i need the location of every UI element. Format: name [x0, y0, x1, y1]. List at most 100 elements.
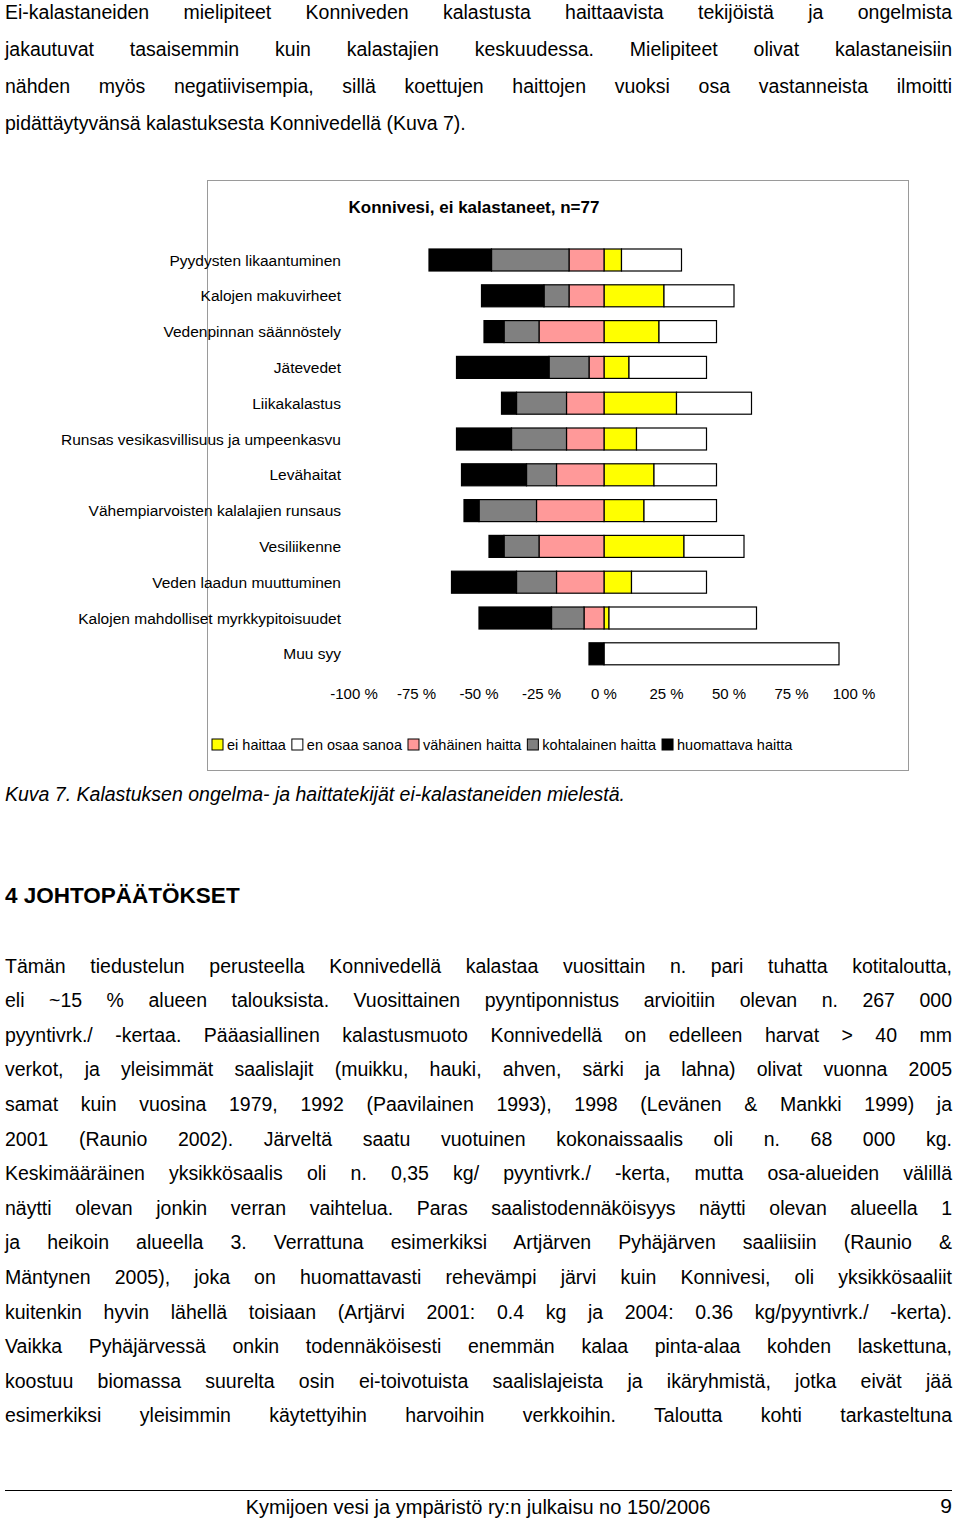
bar-segment [604, 249, 622, 271]
text-line: esimerkiksi yleisimmin käytettyihin harv… [5, 1398, 952, 1433]
text-line: Keskimääräinen yksikkösaalis oli n. 0,35… [5, 1156, 952, 1191]
bar-segment [604, 285, 664, 307]
category-label: Vesiliikenne [259, 538, 341, 555]
bar-segment [654, 464, 717, 486]
bar-segment [539, 321, 604, 343]
chart-frame [208, 181, 909, 771]
bar-segment [484, 321, 504, 343]
bar-segment [604, 321, 659, 343]
bar-segment [644, 500, 717, 522]
category-label: Kalojen mahdolliset myrkkypitoisuudet [78, 610, 341, 627]
bar-segment [544, 285, 569, 307]
bar-segment [462, 464, 527, 486]
bars [429, 249, 839, 665]
bar-segment [452, 571, 517, 593]
text-line: 2001 (Raunio 2002). Järveltä saatu vuotu… [5, 1122, 952, 1157]
bar-segment [527, 464, 557, 486]
bar-segment [604, 428, 637, 450]
bar-segment [429, 249, 492, 271]
bar-segment [552, 607, 585, 629]
text-line: Mäntynen 2005), joka on huomattavasti re… [5, 1260, 952, 1295]
x-tick-label: 0 % [591, 685, 617, 702]
bar-segment [539, 535, 604, 557]
bar-segment [489, 535, 504, 557]
figure-caption: Kuva 7. Kalastuksen ongelma- ja haittate… [5, 783, 625, 806]
bar-segment [504, 321, 539, 343]
bar-segment [549, 356, 589, 378]
bar-segment [838, 643, 839, 665]
text-line: nähden myös negatiivisempia, sillä koett… [5, 68, 952, 105]
bar-segment [502, 392, 517, 414]
bar-segment [604, 643, 839, 665]
bar-segment [589, 643, 604, 665]
bar-segment [622, 249, 682, 271]
bar-segment [567, 392, 605, 414]
bar-segment [517, 571, 557, 593]
paragraph: Ei-kalastaneiden mielipiteet Konniveden … [5, 0, 952, 142]
text-line: koostuu biomassa suurelta osin ei-toivot… [5, 1364, 952, 1399]
category-label: Veden laadun muuttuminen [152, 574, 341, 591]
bar-segment [479, 607, 552, 629]
category-label: Jätevedet [274, 359, 342, 376]
legend-swatch [662, 739, 673, 750]
category-label: Muu syy [283, 645, 341, 662]
legend-label: en osaa sanoa [307, 737, 403, 753]
footer-publication: Kymijoen vesi ja ympäristö ry:n julkaisu… [0, 1496, 956, 1519]
bar-segment [517, 392, 567, 414]
category-label: Pyydysten likaantuminen [170, 252, 341, 269]
category-label: Runsas vesikasvillisuus ja umpeenkasvu [61, 431, 341, 448]
paragraph: Tämän tiedustelun perusteella Konnivedel… [5, 949, 952, 1433]
x-tick-label: 100 % [833, 685, 876, 702]
category-label: Kalojen makuvirheet [201, 287, 342, 304]
category-label: Vähempiarvoisten kalalajien runsaus [89, 502, 342, 519]
bar-segment [457, 356, 550, 378]
bar-segment [664, 285, 734, 307]
bar-segment [604, 607, 609, 629]
x-tick-label: -75 % [397, 685, 436, 702]
category-label: Levähaitat [269, 466, 341, 483]
text-line: samat kuin vuosina 1979, 1992 (Paavilain… [5, 1087, 952, 1122]
text-line: pidättäytyvänsä kalastuksesta Konnivedel… [5, 105, 952, 142]
bar-segment [838, 643, 839, 665]
text-line: kuitenkin hyvin lähellä toisiaan (Artjär… [5, 1295, 952, 1330]
legend-label: ei haittaa [227, 737, 287, 753]
x-tick-label: -100 % [330, 685, 378, 702]
bar-segment [632, 571, 707, 593]
legend-label: kohtalainen haitta [542, 737, 657, 753]
bar-segment [492, 249, 570, 271]
text-line: näytti olevan jonkin verran vaihtelua. P… [5, 1191, 952, 1226]
bar-segment [504, 535, 539, 557]
bar-segment [629, 356, 707, 378]
bar-segment [482, 285, 545, 307]
bar-segment [557, 571, 605, 593]
text-line: Ei-kalastaneiden mielipiteet Konniveden … [5, 0, 952, 31]
chart: Konnivesi, ei kalastaneet, n=77Pyydysten… [0, 180, 960, 780]
bar-segment [537, 500, 605, 522]
legend-swatch [292, 739, 303, 750]
text-line: ja heikoin alueella 3. Verrattuna esimer… [5, 1225, 952, 1260]
bar-segment [464, 500, 479, 522]
text-line: verkot, ja yleisimmät saalislajit (muikk… [5, 1052, 952, 1087]
bar-segment [604, 356, 629, 378]
x-tick-label: -50 % [459, 685, 498, 702]
bar-segment [589, 356, 604, 378]
legend-swatch [408, 739, 419, 750]
x-tick-label: 25 % [649, 685, 683, 702]
text-line: eli ~15 % alueen talouksista. Vuosittain… [5, 983, 952, 1018]
bar-segment [584, 607, 604, 629]
bar-segment [479, 500, 537, 522]
legend-swatch [527, 739, 538, 750]
category-label: Vedenpinnan säännöstely [163, 323, 341, 340]
bar-segment [569, 249, 604, 271]
bar-segment [604, 500, 644, 522]
bar-segment [609, 607, 757, 629]
text-line: pyyntivrk./ -kertaa. Pääasiallinen kalas… [5, 1018, 952, 1053]
legend-label: vähäinen haitta [423, 737, 522, 753]
bar-segment [637, 428, 707, 450]
bar-segment [604, 535, 684, 557]
bar-segment [677, 392, 752, 414]
bar-segment [604, 392, 677, 414]
bar-segment [604, 571, 632, 593]
bar-segment [684, 535, 744, 557]
text-line: jakautuvat tasaisemmin kuin kalastajien … [5, 31, 952, 68]
